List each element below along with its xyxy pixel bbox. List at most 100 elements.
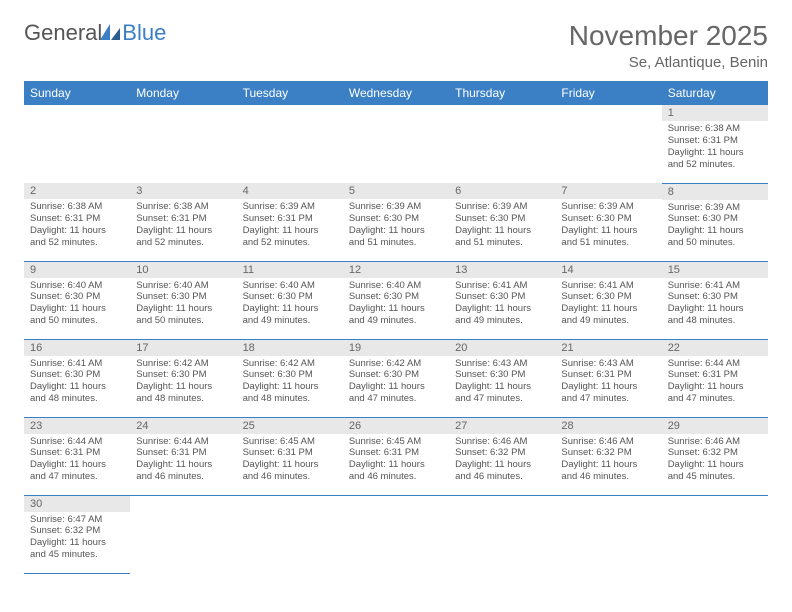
calendar-empty-cell	[130, 105, 236, 183]
calendar-day-cell: 22Sunrise: 6:44 AMSunset: 6:31 PMDayligh…	[662, 339, 768, 417]
day-number: 5	[343, 183, 449, 199]
weekday-header-row: SundayMondayTuesdayWednesdayThursdayFrid…	[24, 81, 768, 105]
day-content: Sunrise: 6:45 AMSunset: 6:31 PMDaylight:…	[237, 434, 343, 488]
day-number: 8	[662, 184, 768, 200]
weekday-header: Friday	[555, 81, 661, 105]
day-number: 22	[662, 340, 768, 356]
day-number: 7	[555, 183, 661, 199]
day-number: 27	[449, 418, 555, 434]
day-content: Sunrise: 6:44 AMSunset: 6:31 PMDaylight:…	[24, 434, 130, 488]
day-content: Sunrise: 6:40 AMSunset: 6:30 PMDaylight:…	[343, 278, 449, 332]
header: General Blue November 2025 Se, Atlantiqu…	[24, 20, 768, 71]
day-content: Sunrise: 6:44 AMSunset: 6:31 PMDaylight:…	[130, 434, 236, 488]
day-number: 30	[24, 496, 130, 512]
day-content: Sunrise: 6:39 AMSunset: 6:30 PMDaylight:…	[555, 199, 661, 253]
calendar-table: SundayMondayTuesdayWednesdayThursdayFrid…	[24, 81, 768, 574]
day-number: 1	[662, 105, 768, 121]
calendar-day-cell: 17Sunrise: 6:42 AMSunset: 6:30 PMDayligh…	[130, 339, 236, 417]
logo-text-blue: Blue	[122, 20, 166, 46]
calendar-day-cell: 2Sunrise: 6:38 AMSunset: 6:31 PMDaylight…	[24, 183, 130, 261]
day-number: 11	[237, 262, 343, 278]
day-number: 20	[449, 340, 555, 356]
day-number: 23	[24, 418, 130, 434]
day-content: Sunrise: 6:41 AMSunset: 6:30 PMDaylight:…	[662, 278, 768, 332]
day-content: Sunrise: 6:41 AMSunset: 6:30 PMDaylight:…	[24, 356, 130, 410]
day-content: Sunrise: 6:46 AMSunset: 6:32 PMDaylight:…	[662, 434, 768, 488]
calendar-empty-cell	[662, 495, 768, 573]
location-text: Se, Atlantique, Benin	[569, 54, 768, 71]
calendar-day-cell: 9Sunrise: 6:40 AMSunset: 6:30 PMDaylight…	[24, 261, 130, 339]
calendar-body: 1Sunrise: 6:38 AMSunset: 6:31 PMDaylight…	[24, 105, 768, 573]
calendar-week-row: 23Sunrise: 6:44 AMSunset: 6:31 PMDayligh…	[24, 417, 768, 495]
calendar-day-cell: 21Sunrise: 6:43 AMSunset: 6:31 PMDayligh…	[555, 339, 661, 417]
calendar-day-cell: 28Sunrise: 6:46 AMSunset: 6:32 PMDayligh…	[555, 417, 661, 495]
calendar-week-row: 16Sunrise: 6:41 AMSunset: 6:30 PMDayligh…	[24, 339, 768, 417]
day-content: Sunrise: 6:43 AMSunset: 6:30 PMDaylight:…	[449, 356, 555, 410]
day-content: Sunrise: 6:41 AMSunset: 6:30 PMDaylight:…	[555, 278, 661, 332]
day-content: Sunrise: 6:42 AMSunset: 6:30 PMDaylight:…	[130, 356, 236, 410]
calendar-day-cell: 1Sunrise: 6:38 AMSunset: 6:31 PMDaylight…	[662, 105, 768, 183]
weekday-header: Saturday	[662, 81, 768, 105]
calendar-empty-cell	[24, 105, 130, 183]
day-content: Sunrise: 6:47 AMSunset: 6:32 PMDaylight:…	[24, 512, 130, 566]
day-content: Sunrise: 6:38 AMSunset: 6:31 PMDaylight:…	[130, 199, 236, 253]
calendar-empty-cell	[449, 495, 555, 573]
day-number: 13	[449, 262, 555, 278]
day-number: 12	[343, 262, 449, 278]
day-number: 24	[130, 418, 236, 434]
day-number: 28	[555, 418, 661, 434]
day-content: Sunrise: 6:40 AMSunset: 6:30 PMDaylight:…	[130, 278, 236, 332]
day-content: Sunrise: 6:39 AMSunset: 6:30 PMDaylight:…	[449, 199, 555, 253]
day-content: Sunrise: 6:39 AMSunset: 6:30 PMDaylight:…	[343, 199, 449, 253]
weekday-header: Wednesday	[343, 81, 449, 105]
day-content: Sunrise: 6:39 AMSunset: 6:30 PMDaylight:…	[662, 200, 768, 254]
day-number: 19	[343, 340, 449, 356]
day-number: 26	[343, 418, 449, 434]
day-content: Sunrise: 6:45 AMSunset: 6:31 PMDaylight:…	[343, 434, 449, 488]
calendar-week-row: 9Sunrise: 6:40 AMSunset: 6:30 PMDaylight…	[24, 261, 768, 339]
day-content: Sunrise: 6:43 AMSunset: 6:31 PMDaylight:…	[555, 356, 661, 410]
calendar-week-row: 1Sunrise: 6:38 AMSunset: 6:31 PMDaylight…	[24, 105, 768, 183]
calendar-day-cell: 11Sunrise: 6:40 AMSunset: 6:30 PMDayligh…	[237, 261, 343, 339]
day-number: 3	[130, 183, 236, 199]
day-content: Sunrise: 6:46 AMSunset: 6:32 PMDaylight:…	[555, 434, 661, 488]
weekday-header: Tuesday	[237, 81, 343, 105]
day-content: Sunrise: 6:39 AMSunset: 6:31 PMDaylight:…	[237, 199, 343, 253]
calendar-empty-cell	[130, 495, 236, 573]
calendar-empty-cell	[449, 105, 555, 183]
calendar-day-cell: 30Sunrise: 6:47 AMSunset: 6:32 PMDayligh…	[24, 495, 130, 573]
day-number: 10	[130, 262, 236, 278]
calendar-empty-cell	[343, 495, 449, 573]
day-content: Sunrise: 6:38 AMSunset: 6:31 PMDaylight:…	[662, 121, 768, 175]
calendar-day-cell: 20Sunrise: 6:43 AMSunset: 6:30 PMDayligh…	[449, 339, 555, 417]
day-number: 14	[555, 262, 661, 278]
calendar-day-cell: 24Sunrise: 6:44 AMSunset: 6:31 PMDayligh…	[130, 417, 236, 495]
calendar-day-cell: 16Sunrise: 6:41 AMSunset: 6:30 PMDayligh…	[24, 339, 130, 417]
day-content: Sunrise: 6:42 AMSunset: 6:30 PMDaylight:…	[237, 356, 343, 410]
day-content: Sunrise: 6:40 AMSunset: 6:30 PMDaylight:…	[24, 278, 130, 332]
day-content: Sunrise: 6:38 AMSunset: 6:31 PMDaylight:…	[24, 199, 130, 253]
calendar-week-row: 30Sunrise: 6:47 AMSunset: 6:32 PMDayligh…	[24, 495, 768, 573]
weekday-header: Thursday	[449, 81, 555, 105]
calendar-empty-cell	[343, 105, 449, 183]
calendar-day-cell: 23Sunrise: 6:44 AMSunset: 6:31 PMDayligh…	[24, 417, 130, 495]
calendar-empty-cell	[555, 495, 661, 573]
day-number: 9	[24, 262, 130, 278]
weekday-header: Sunday	[24, 81, 130, 105]
calendar-day-cell: 27Sunrise: 6:46 AMSunset: 6:32 PMDayligh…	[449, 417, 555, 495]
logo-sail-icon	[100, 24, 122, 42]
calendar-day-cell: 13Sunrise: 6:41 AMSunset: 6:30 PMDayligh…	[449, 261, 555, 339]
day-content: Sunrise: 6:42 AMSunset: 6:30 PMDaylight:…	[343, 356, 449, 410]
calendar-day-cell: 4Sunrise: 6:39 AMSunset: 6:31 PMDaylight…	[237, 183, 343, 261]
day-content: Sunrise: 6:44 AMSunset: 6:31 PMDaylight:…	[662, 356, 768, 410]
day-content: Sunrise: 6:46 AMSunset: 6:32 PMDaylight:…	[449, 434, 555, 488]
day-number: 18	[237, 340, 343, 356]
day-number: 21	[555, 340, 661, 356]
logo: General Blue	[24, 20, 166, 46]
title-block: November 2025 Se, Atlantique, Benin	[569, 20, 768, 71]
calendar-day-cell: 26Sunrise: 6:45 AMSunset: 6:31 PMDayligh…	[343, 417, 449, 495]
calendar-day-cell: 14Sunrise: 6:41 AMSunset: 6:30 PMDayligh…	[555, 261, 661, 339]
calendar-day-cell: 3Sunrise: 6:38 AMSunset: 6:31 PMDaylight…	[130, 183, 236, 261]
calendar-day-cell: 6Sunrise: 6:39 AMSunset: 6:30 PMDaylight…	[449, 183, 555, 261]
weekday-header: Monday	[130, 81, 236, 105]
